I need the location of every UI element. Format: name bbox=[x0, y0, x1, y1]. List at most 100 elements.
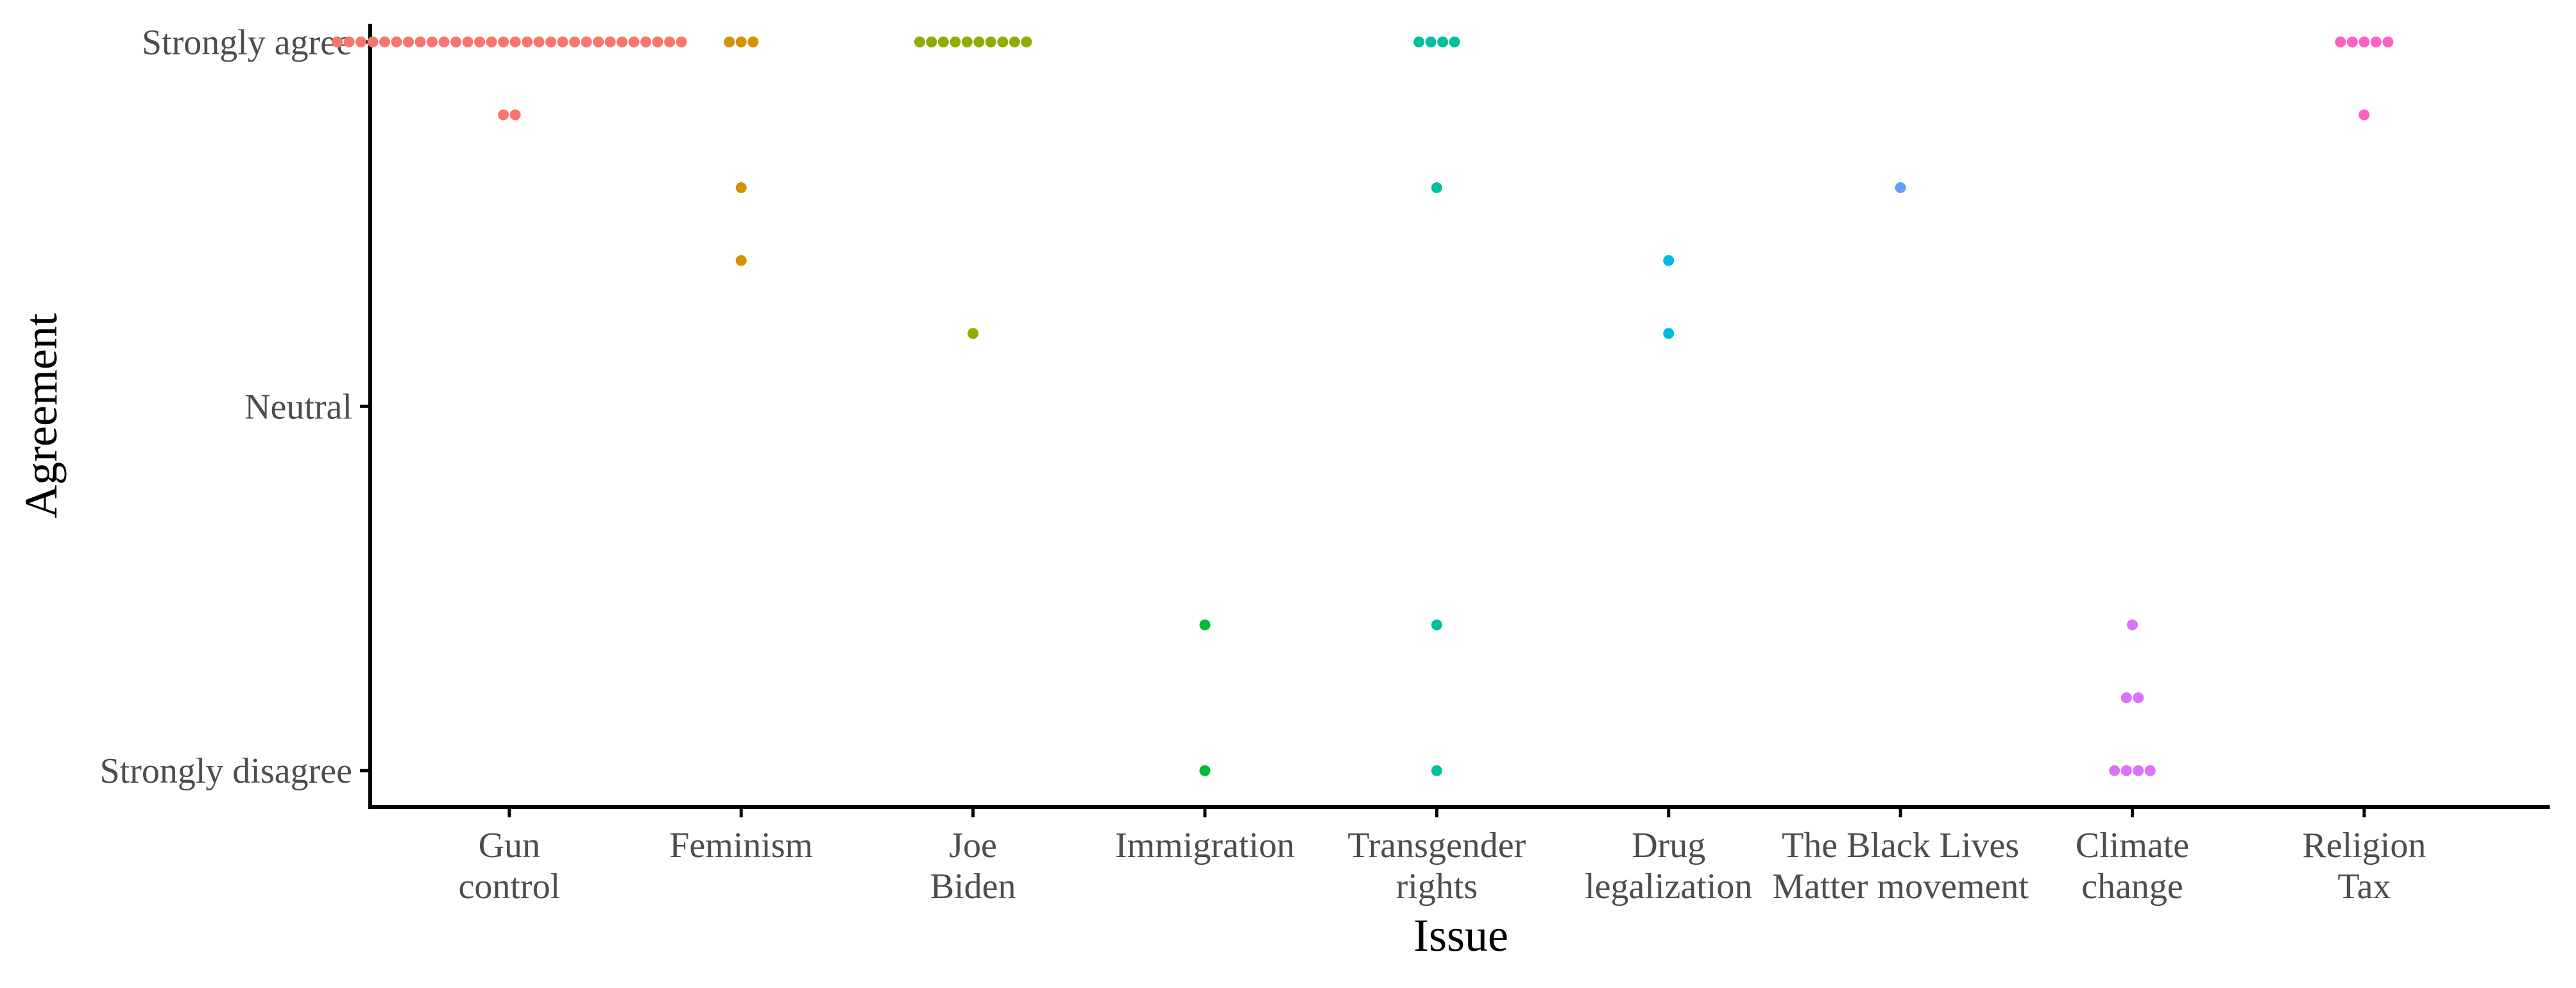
data-point bbox=[533, 36, 545, 47]
data-point bbox=[1431, 619, 1442, 631]
data-point bbox=[438, 36, 450, 47]
data-point bbox=[498, 109, 509, 121]
data-point bbox=[926, 36, 937, 47]
data-point bbox=[640, 36, 652, 47]
data-point bbox=[486, 36, 497, 47]
x-tick-label: control bbox=[459, 867, 561, 907]
x-tick-label: Climate bbox=[2076, 826, 2189, 865]
data-point bbox=[593, 36, 604, 47]
data-point bbox=[735, 36, 747, 47]
data-point bbox=[1663, 255, 1675, 266]
data-point bbox=[332, 36, 343, 47]
data-point bbox=[735, 182, 747, 194]
data-point bbox=[2133, 692, 2144, 704]
data-point bbox=[973, 36, 985, 47]
x-tick-label: Joe bbox=[949, 826, 997, 865]
data-point bbox=[2335, 36, 2346, 47]
data-point bbox=[569, 36, 581, 47]
data-points bbox=[332, 36, 2394, 776]
data-point bbox=[997, 36, 1009, 47]
data-point bbox=[2382, 36, 2394, 47]
data-point bbox=[427, 36, 438, 47]
data-point bbox=[628, 36, 640, 47]
x-tick-label: Immigration bbox=[1115, 826, 1295, 865]
x-tick-label: Transgender bbox=[1347, 826, 1526, 865]
data-point bbox=[379, 36, 391, 47]
data-point bbox=[2346, 36, 2358, 47]
data-point bbox=[343, 36, 355, 47]
data-point bbox=[509, 36, 521, 47]
data-point bbox=[2133, 765, 2144, 776]
data-point bbox=[1413, 36, 1425, 47]
y-axis-title: Agreement bbox=[15, 313, 67, 518]
data-point bbox=[1009, 36, 1020, 47]
data-point bbox=[985, 36, 996, 47]
data-point bbox=[391, 36, 402, 47]
data-point bbox=[2120, 765, 2132, 776]
x-axis-title: Issue bbox=[1413, 910, 1508, 961]
data-point bbox=[1021, 36, 1032, 47]
data-point bbox=[1425, 36, 1437, 47]
data-point bbox=[1431, 182, 1442, 194]
x-tick-label: Biden bbox=[930, 867, 1016, 907]
y-tick-label: Neutral bbox=[244, 387, 352, 427]
x-tick-label: Gun bbox=[479, 826, 540, 865]
x-tick-label: legalization bbox=[1585, 867, 1752, 907]
data-point bbox=[474, 36, 486, 47]
data-point bbox=[950, 36, 961, 47]
x-tick-label: rights bbox=[1396, 867, 1478, 907]
x-tick-label: Religion bbox=[2302, 826, 2426, 865]
data-point bbox=[1663, 328, 1675, 339]
data-point bbox=[1895, 182, 1906, 194]
y-axis-ticks: Strongly agree Neutral Strongly disagree bbox=[100, 22, 370, 791]
data-point bbox=[1199, 765, 1211, 776]
data-point bbox=[2120, 692, 2132, 704]
data-point bbox=[968, 328, 979, 339]
data-point bbox=[735, 255, 747, 266]
data-point bbox=[652, 36, 663, 47]
data-point bbox=[604, 36, 616, 47]
data-point bbox=[617, 36, 628, 47]
data-point bbox=[937, 36, 949, 47]
data-point bbox=[676, 36, 687, 47]
data-point bbox=[581, 36, 592, 47]
data-point bbox=[664, 36, 676, 47]
data-point bbox=[355, 36, 367, 47]
x-tick-label: change bbox=[2081, 867, 2183, 907]
data-point bbox=[2109, 765, 2120, 776]
data-point bbox=[522, 36, 533, 47]
data-point bbox=[403, 36, 414, 47]
x-tick-label: Feminism bbox=[669, 826, 813, 865]
data-point bbox=[557, 36, 568, 47]
y-tick-label: Strongly disagree bbox=[100, 751, 352, 791]
data-point bbox=[724, 36, 735, 47]
data-point bbox=[2127, 619, 2138, 631]
y-tick-label: Strongly agree bbox=[142, 22, 352, 62]
x-tick-label: Tax bbox=[2337, 867, 2391, 907]
data-point bbox=[1449, 36, 1460, 47]
data-point bbox=[414, 36, 426, 47]
data-point bbox=[2370, 36, 2382, 47]
data-point bbox=[961, 36, 973, 47]
data-point bbox=[1437, 36, 1449, 47]
data-point bbox=[1199, 619, 1211, 631]
axes bbox=[368, 24, 2550, 809]
x-tick-label: The Black Lives bbox=[1782, 826, 2019, 865]
data-point bbox=[2358, 109, 2370, 121]
data-point bbox=[367, 36, 379, 47]
data-point bbox=[450, 36, 462, 47]
data-point bbox=[914, 36, 925, 47]
data-point bbox=[1431, 765, 1442, 776]
x-tick-label: Drug bbox=[1632, 826, 1705, 865]
x-tick-label: Matter movement bbox=[1772, 867, 2029, 907]
data-point bbox=[498, 36, 509, 47]
data-point bbox=[747, 36, 759, 47]
data-point bbox=[545, 36, 557, 47]
data-point bbox=[462, 36, 473, 47]
data-point bbox=[509, 109, 521, 121]
data-point bbox=[2358, 36, 2370, 47]
data-point bbox=[2144, 765, 2156, 776]
